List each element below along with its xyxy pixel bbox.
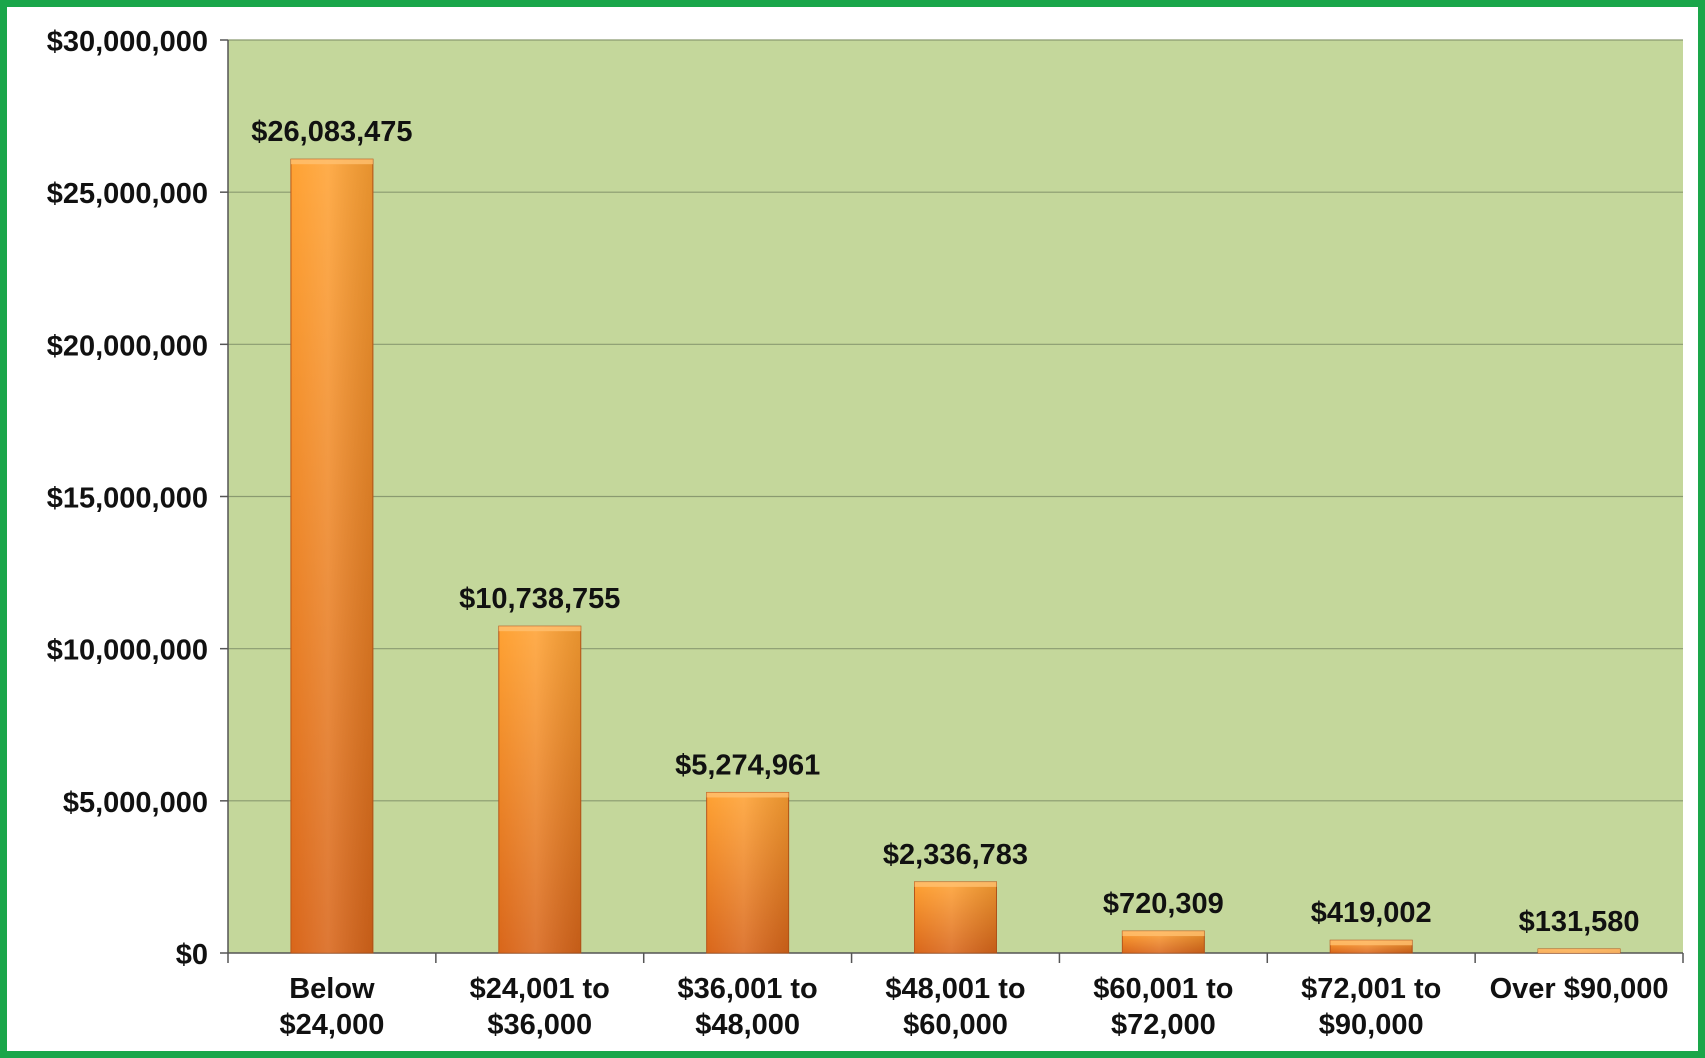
- data-label: $419,002: [1311, 897, 1432, 929]
- x-category-label: $48,000: [695, 1009, 800, 1041]
- x-category-label: Below: [289, 973, 375, 1005]
- bar-top-highlight: [290, 159, 373, 165]
- data-label: $10,738,755: [459, 583, 620, 615]
- x-category-label: $48,001 to: [885, 973, 1025, 1005]
- y-axis: $0 $5,000,000 $10,000,000 $15,000,000 $20,00…: [47, 26, 229, 971]
- bar-top-highlight: [914, 881, 997, 887]
- bar: [706, 791, 790, 954]
- x-category-label: $24,001 to: [470, 973, 610, 1005]
- bar-sheen: [1122, 931, 1205, 953]
- x-category-label: Over $90,000: [1490, 973, 1669, 1005]
- bar-top-highlight: [1122, 931, 1205, 937]
- x-category-label: $72,001 to: [1301, 973, 1441, 1005]
- bar-sheen: [290, 159, 373, 953]
- bar-top-highlight: [498, 626, 581, 632]
- y-tick-label: $30,000,000: [47, 26, 208, 58]
- x-category-label: $36,001 to: [678, 973, 818, 1005]
- bar: [914, 881, 997, 954]
- bar: [1121, 930, 1205, 954]
- bar-top-highlight: [1330, 940, 1413, 946]
- bar: [1329, 939, 1413, 954]
- bar: [1537, 948, 1621, 954]
- x-category-label: $60,001 to: [1093, 973, 1233, 1005]
- y-tick-label: $15,000,000: [47, 483, 208, 515]
- x-axis: Below $24,000 $24,001 to $36,000 $36,001 to $…: [227, 952, 1684, 1041]
- data-label: $26,083,475: [251, 116, 412, 148]
- gridlines: [228, 39, 1683, 802]
- x-category-label: $60,000: [903, 1009, 1008, 1041]
- bar-sheen: [706, 792, 789, 953]
- y-tick-label: $25,000,000: [47, 178, 208, 210]
- y-tick-label: $20,000,000: [47, 330, 208, 362]
- y-tick-label: $10,000,000: [47, 635, 208, 667]
- x-category-label: $24,000: [280, 1009, 385, 1041]
- x-category-label: $90,000: [1319, 1009, 1424, 1041]
- bar-sheen: [914, 881, 997, 953]
- bar: [290, 158, 374, 954]
- bar-top-highlight: [1538, 948, 1621, 953]
- bars: [290, 158, 1621, 954]
- y-tick-label: $0: [176, 939, 208, 971]
- data-label: $720,309: [1103, 888, 1224, 920]
- bar: [498, 625, 582, 954]
- data-label: $131,580: [1519, 906, 1640, 938]
- x-category-label: $36,000: [487, 1009, 592, 1041]
- data-label: $2,336,783: [883, 839, 1028, 871]
- y-tick-label: $5,000,000: [63, 787, 208, 819]
- bar-sheen: [498, 626, 581, 953]
- data-labels: $26,083,475 $10,738,755 $5,274,961 $2,336,7…: [251, 116, 1639, 938]
- data-label: $5,274,961: [675, 749, 820, 781]
- x-category-label: $72,000: [1111, 1009, 1216, 1041]
- bar-top-highlight: [706, 792, 789, 798]
